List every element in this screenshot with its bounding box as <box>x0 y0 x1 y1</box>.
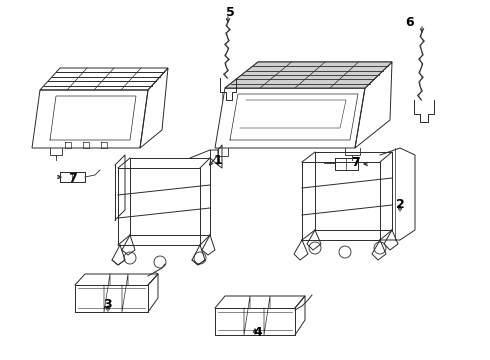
Text: 7: 7 <box>68 171 76 184</box>
Text: 2: 2 <box>395 198 404 211</box>
Text: 7: 7 <box>351 156 359 168</box>
Text: 4: 4 <box>254 327 262 339</box>
Text: 3: 3 <box>103 298 111 311</box>
Text: 6: 6 <box>406 15 415 28</box>
Polygon shape <box>225 62 392 88</box>
Text: 1: 1 <box>214 153 222 166</box>
Text: 5: 5 <box>225 5 234 18</box>
